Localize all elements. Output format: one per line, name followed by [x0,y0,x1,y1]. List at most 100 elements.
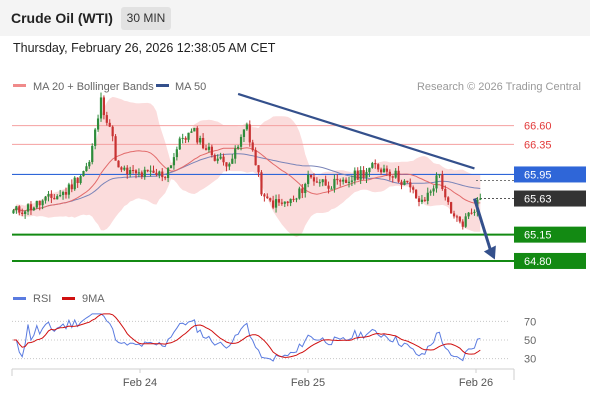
candle-body [44,196,47,201]
candle-body [304,183,307,194]
candle-body [257,165,260,173]
candle-body [309,174,313,178]
candle-body [315,181,319,183]
candle-body [289,198,292,204]
legend-swatch-rsi [13,297,26,300]
candle-body [242,129,246,137]
candle-body [295,198,298,200]
rsi-tick-label: 30 [524,354,536,366]
candle-body [190,131,193,133]
candle-body [254,150,257,166]
candle-body [172,157,176,166]
ma20-line [13,147,481,212]
credit-text: Research © 2026 Trading Central [417,81,581,93]
candle-body [143,169,146,177]
candle-body [155,172,158,175]
candle-body [152,170,155,173]
level-label-65.15: 65.15 [524,230,552,242]
level-label-66.35: 66.35 [524,139,552,151]
candle-body [397,170,400,182]
level-label-65.95: 65.95 [524,169,552,181]
candle-body [467,212,470,217]
candle-body [359,170,362,180]
candle-body [432,188,435,192]
candle-body [449,202,453,214]
candle-body [347,181,351,183]
candle-body [344,179,348,183]
candle-body [131,170,135,172]
candle-body [29,204,33,211]
candle-body [187,132,190,140]
candle-body [149,170,152,172]
level-label-66.60: 66.60 [524,121,552,133]
candle-body [248,124,251,143]
candle-body [105,115,108,123]
candle-body [111,126,114,137]
candle-body [362,170,365,178]
candle-body [178,138,181,150]
candle-body [26,204,30,212]
candle-body [140,172,143,177]
rsi-tick-label: 70 [524,316,536,328]
candle-body [73,177,76,190]
candle-body [201,137,205,149]
x-tick-label: Feb 25 [291,377,325,389]
candle-body [444,189,447,198]
timeframe-button[interactable]: 30 MIN [121,7,171,30]
candle-body [88,162,91,167]
candle-body [76,177,79,184]
candle-body [391,176,394,178]
candle-body [286,201,289,204]
candle-body [15,206,18,211]
candle-body [312,177,316,182]
candle-body [207,146,211,150]
candle-body [158,171,161,175]
x-tick-label: Feb 24 [123,377,157,389]
legend-label-rsi: RSI [33,293,51,305]
candle-body [32,207,35,211]
candle-body [388,171,391,177]
candle-body [126,167,129,175]
candle-body [336,178,339,181]
candle-body [452,213,456,217]
candle-body [403,180,406,186]
candle-body [420,199,424,202]
candle-body [438,174,441,176]
bollinger-band [13,96,481,238]
candle-body [473,211,476,213]
candle-body [274,199,278,208]
candle-body [368,167,371,173]
candle-body [169,165,173,169]
candle-body [35,200,38,208]
candle-body [166,168,170,179]
rsi-ma-line [13,313,481,358]
candle-body [412,187,415,190]
candle-body [85,166,88,172]
candle-body [330,188,333,190]
candle-body [47,193,50,197]
candle-body [377,164,380,170]
candle-body [342,179,345,182]
candle-body [461,221,464,227]
candle-body [447,197,450,203]
candle-body [41,200,44,206]
candle-body [108,122,111,127]
trend-line [237,92,475,170]
candle-body [353,170,356,181]
candle-body [382,168,386,173]
candle-body [53,197,56,200]
candle-body [269,198,272,201]
candle-body [400,181,403,186]
candle-body [245,124,248,130]
legend-label-ma50: MA 50 [175,81,206,93]
candle-body [339,180,342,182]
candle-body [102,97,106,116]
candle-body [38,200,41,206]
candle-body [333,178,336,189]
candle-body [64,192,68,195]
candle-body [321,179,324,183]
legend-label-ma20: MA 20 + Bollinger Bands [33,81,154,93]
candle-body [91,145,94,163]
candle-body [417,198,421,202]
